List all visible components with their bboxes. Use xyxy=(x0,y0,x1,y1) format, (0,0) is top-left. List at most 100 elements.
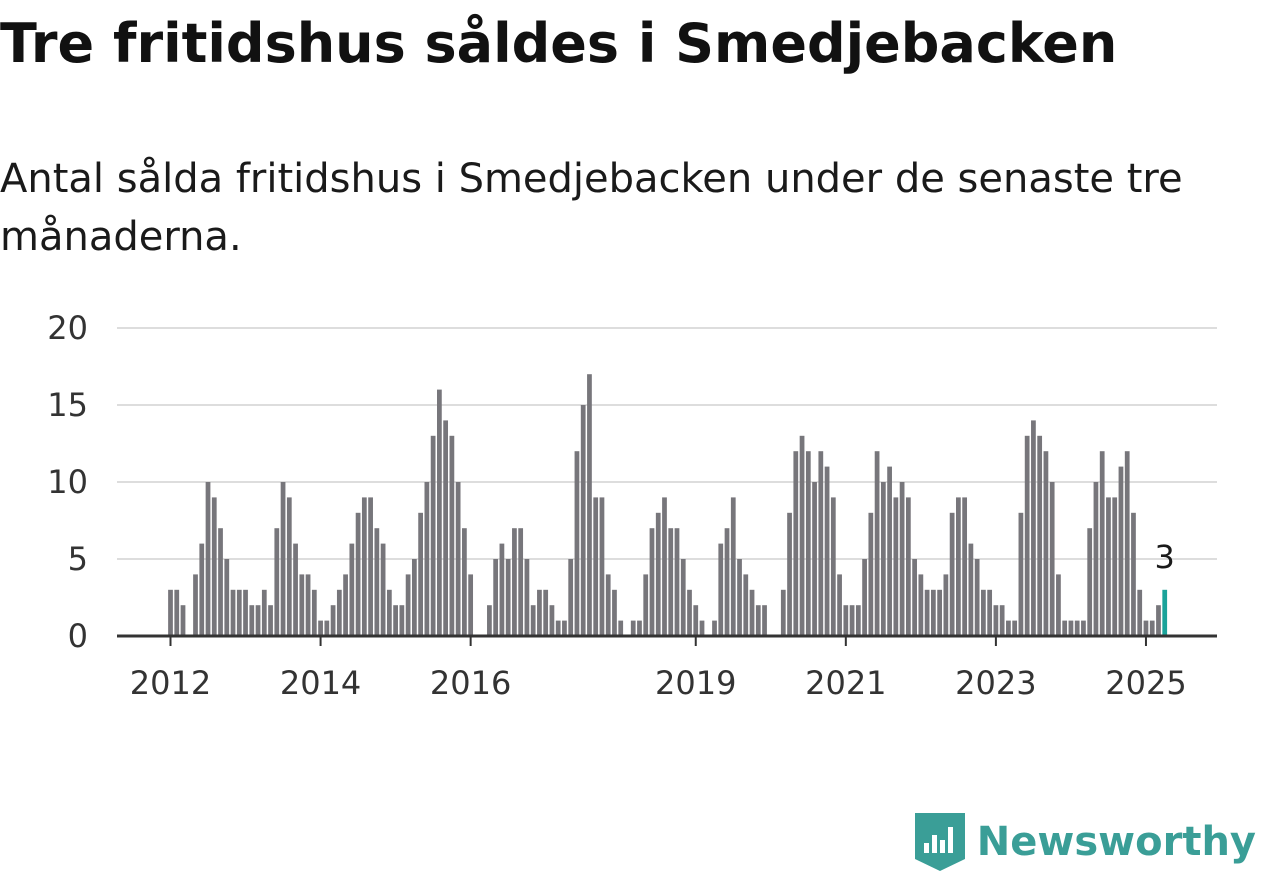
bar xyxy=(368,497,373,636)
bar xyxy=(1112,497,1118,636)
bar xyxy=(405,574,411,636)
bar xyxy=(862,559,867,636)
bar xyxy=(236,589,242,636)
bar xyxy=(418,512,423,636)
bar xyxy=(649,528,655,636)
bar xyxy=(593,497,599,636)
bar xyxy=(962,497,968,636)
bar xyxy=(1031,420,1036,636)
bar xyxy=(724,528,730,636)
bar xyxy=(1012,620,1018,636)
bar xyxy=(230,589,236,636)
bar xyxy=(762,605,767,636)
bar xyxy=(168,589,173,636)
bar xyxy=(243,589,248,636)
bar xyxy=(680,559,686,636)
y-tick-label: 5 xyxy=(68,540,88,578)
bar xyxy=(780,589,786,636)
bar xyxy=(824,466,830,636)
bar xyxy=(574,451,580,636)
bar xyxy=(743,574,749,636)
bar xyxy=(968,543,974,636)
bar xyxy=(912,559,917,636)
bar xyxy=(868,512,874,636)
bar xyxy=(712,620,717,636)
bar xyxy=(830,497,836,636)
bar xyxy=(1124,451,1130,636)
brand: Newsworthy xyxy=(914,813,1256,871)
bar xyxy=(193,574,198,636)
bar xyxy=(655,512,661,636)
bar xyxy=(443,420,449,636)
bar xyxy=(255,605,261,636)
bar xyxy=(693,605,699,636)
bar xyxy=(924,589,930,636)
bar xyxy=(855,605,861,636)
bar xyxy=(449,435,455,636)
y-tick-label: 15 xyxy=(47,386,88,424)
bar xyxy=(993,605,999,636)
bar xyxy=(274,528,280,636)
bar xyxy=(505,559,511,636)
bar xyxy=(612,589,617,636)
bar xyxy=(1131,512,1136,636)
bar xyxy=(1024,435,1030,636)
chart-title: Tre fritidshus såldes i Smedjebacken xyxy=(0,12,1118,75)
brand-name: Newsworthy xyxy=(976,819,1256,865)
x-tick-label: 2012 xyxy=(130,664,211,702)
bar xyxy=(180,605,186,636)
bar xyxy=(1156,605,1161,636)
bar xyxy=(949,512,955,636)
bar xyxy=(1074,620,1080,636)
bar xyxy=(1143,620,1149,636)
bar xyxy=(599,497,605,636)
bar xyxy=(662,497,667,636)
bar xyxy=(205,482,211,636)
bar xyxy=(562,620,567,636)
bar xyxy=(524,559,530,636)
bar xyxy=(818,451,824,636)
bar xyxy=(249,605,255,636)
bar xyxy=(349,543,355,636)
y-tick-label: 0 xyxy=(68,617,88,655)
bar xyxy=(974,559,980,636)
bar xyxy=(430,435,436,636)
bar xyxy=(799,435,805,636)
bar xyxy=(1018,512,1024,636)
bar xyxy=(699,620,705,636)
bar xyxy=(987,589,993,636)
bar xyxy=(343,574,348,636)
bar xyxy=(899,482,905,636)
bar xyxy=(437,389,442,636)
bar xyxy=(837,574,842,636)
bar xyxy=(687,589,692,636)
x-tick-label: 2021 xyxy=(805,664,886,702)
bar xyxy=(930,589,936,636)
bar xyxy=(580,405,586,636)
bar xyxy=(805,451,811,636)
highlight-data-label: 3 xyxy=(1155,538,1175,576)
bar xyxy=(1149,620,1155,636)
bar xyxy=(399,605,405,636)
bar xyxy=(311,589,317,636)
bar xyxy=(468,574,474,636)
bar xyxy=(730,497,736,636)
bar xyxy=(462,528,467,636)
bar xyxy=(793,451,799,636)
bar xyxy=(324,620,330,636)
bar xyxy=(493,559,499,636)
bar xyxy=(299,574,305,636)
bar xyxy=(1087,528,1093,636)
bar xyxy=(224,559,230,636)
bar xyxy=(1043,451,1049,636)
bar xyxy=(1081,620,1086,636)
bar xyxy=(211,497,217,636)
chart-subtitle: Antal sålda fritidshus i Smedjebacken un… xyxy=(0,156,1183,260)
bar xyxy=(386,589,392,636)
bar xyxy=(937,589,942,636)
bar xyxy=(1056,574,1061,636)
bar xyxy=(280,482,286,636)
bar xyxy=(618,620,624,636)
bar xyxy=(674,528,680,636)
bar xyxy=(336,589,342,636)
